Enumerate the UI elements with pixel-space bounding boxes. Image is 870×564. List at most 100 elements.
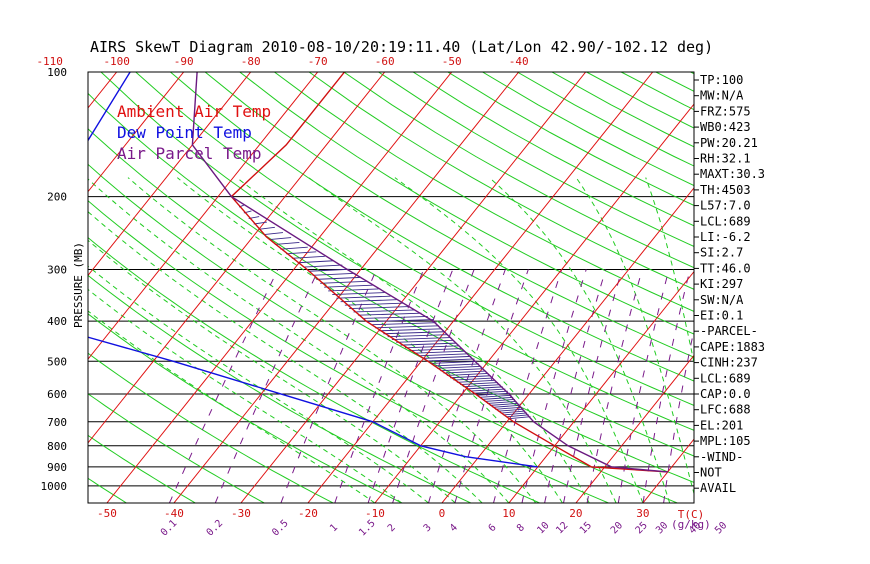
cape-hatch [375, 326, 439, 328]
isotherm [777, 72, 870, 503]
indices-panel: TP:100MW:N/AFRZ:575WB0:423PW:20.21RH:32.… [694, 73, 765, 495]
dry-adiabat [240, 72, 870, 503]
bottom-temp-tick: -50 [97, 507, 117, 520]
top-temp-tick: -80 [241, 55, 261, 68]
mixing-ratio-tick: 0.1 [159, 518, 180, 539]
index-item: KI:297 [700, 277, 743, 291]
top-temp-tick: -60 [375, 55, 395, 68]
isotherm [509, 72, 854, 503]
cape-hatch [437, 366, 481, 368]
mixing-ratio-tick: 6 [487, 522, 499, 534]
mixing-ratio-tick: 12 [554, 520, 570, 536]
cape-hatch [509, 417, 531, 419]
index-item: TH:4503 [700, 183, 751, 197]
mixing-ratio-tick: 15 [578, 520, 594, 536]
index-item: FRZ:575 [700, 104, 751, 118]
dry-adiabat [760, 72, 870, 503]
index-item: EI:0.1 [700, 309, 743, 323]
mixing-ratio-tick: 1 [328, 522, 340, 534]
legend-parcel: Air Parcel Temp [117, 144, 262, 163]
index-item: MAXT:30.3 [700, 167, 765, 181]
index-item: SI:2.7 [700, 246, 743, 260]
pressure-tick: 1000 [41, 480, 68, 493]
bottom-temp-tick: -10 [365, 507, 385, 520]
index-item: PW:20.21 [700, 136, 758, 150]
moist-adiabat [0, 178, 429, 503]
cape-hatch [440, 369, 483, 371]
index-item: -PARCEL- [700, 324, 758, 338]
mixing-ratio-line [545, 270, 606, 504]
dry-adiabat [0, 72, 58, 503]
index-item: LCL:689 [700, 214, 751, 228]
moist-adiabat [490, 178, 670, 503]
mixing-ratio-tick: 10 [535, 520, 551, 536]
cape-hatch [506, 415, 529, 417]
cape-hatch [332, 293, 384, 295]
mixing-ratio-tick: 0.2 [205, 518, 226, 539]
cape-hatch [423, 356, 472, 358]
index-item: EL:201 [700, 418, 743, 432]
bottom-temp-tick: -20 [298, 507, 318, 520]
cape-hatch [450, 376, 490, 378]
cape-hatch [259, 227, 275, 229]
top-temp-tick: -40 [509, 55, 529, 68]
legend-ambient: Ambient Air Temp [117, 102, 271, 121]
cape-hatch [457, 380, 496, 382]
index-item: CAP:0.0 [700, 387, 751, 401]
moist-adiabat [576, 178, 696, 503]
mixing-ratio-tick: 0.5 [270, 518, 291, 539]
cape-hatch [427, 359, 474, 361]
bottom-temp-tick: 30 [636, 507, 649, 520]
cape-hatch [503, 413, 527, 415]
index-item: -WIND- [700, 450, 743, 464]
index-item: LI:-6.2 [700, 230, 751, 244]
mixing-ratio-tick: 8 [515, 522, 527, 534]
top-temp-tick: -90 [174, 55, 194, 68]
cape-hatch [264, 233, 283, 235]
mixing-ratio-line [522, 270, 586, 504]
cape-hatch [493, 405, 520, 407]
mixing-ratio-tick: 4 [448, 522, 460, 534]
cape-hatch [482, 397, 513, 399]
index-item: CINH:237 [700, 356, 758, 370]
cape-hatch [298, 261, 334, 263]
index-item: NOT [700, 466, 722, 480]
cape-hatch [269, 238, 291, 240]
series-line-0 [231, 72, 667, 472]
index-item: WB0:423 [700, 120, 751, 134]
cape-hatch [304, 265, 343, 267]
dry-adiabat [0, 72, 127, 503]
pressure-tick: 200 [47, 191, 67, 204]
dry-adiabat [379, 72, 870, 503]
moist-adiabat [237, 178, 590, 503]
isotherm [0, 72, 117, 503]
index-item: MPL:105 [700, 434, 751, 448]
cape-hatch [467, 387, 503, 389]
index-item: MW:N/A [700, 89, 744, 103]
mixing-ratio-tick: 2 [386, 522, 398, 534]
pressure-tick: 300 [47, 263, 67, 276]
cape-hatch [316, 277, 361, 279]
mixing-ratio-tick: 25 [634, 520, 650, 536]
mixing-ratio-tick: 50 [713, 520, 729, 536]
index-item: L57:7.0 [700, 199, 751, 213]
pressure-tick: 800 [47, 440, 67, 453]
index-item: LCL:689 [700, 371, 751, 385]
pressure-tick: 600 [47, 388, 67, 401]
cape-hatch [479, 395, 511, 397]
cape-hatch [498, 409, 523, 411]
index-item: AVAIL [700, 481, 736, 495]
cape-hatch [349, 307, 409, 309]
cape-hatch [275, 242, 300, 244]
cape-hatch [460, 383, 498, 385]
legend: Ambient Air Temp Dew Point Temp Air Parc… [117, 102, 271, 163]
cape-hatch [312, 273, 355, 275]
pressure-tick: 400 [47, 315, 67, 328]
bottom-temp-tick: -30 [231, 507, 251, 520]
mixing-ratio-tick: 20 [609, 520, 625, 536]
index-item: LFC:688 [700, 403, 751, 417]
cape-hatch [371, 323, 436, 325]
dry-adiabat [344, 72, 870, 503]
